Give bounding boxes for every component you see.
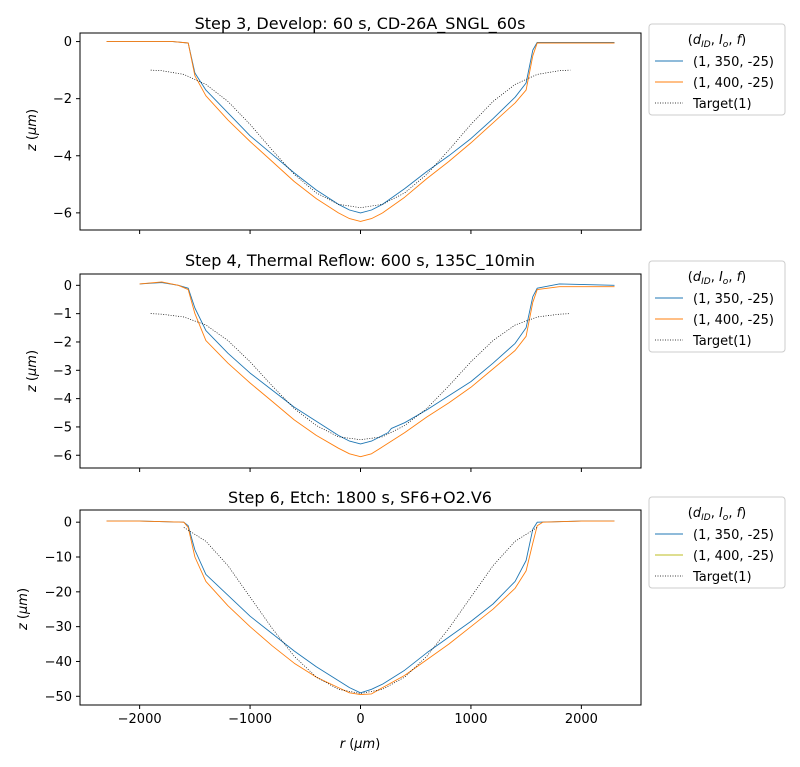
- panel-2-ytick-label: 0: [64, 279, 72, 294]
- panel-1-series: [106, 41, 615, 222]
- panel-2-ytick-label: −2: [53, 335, 72, 350]
- panel-3-xtick-label: 0: [356, 712, 364, 727]
- panel-3-ytick-label: −40: [45, 655, 72, 670]
- panel-3: Step 6, Etch: 1800 s, SF6+O2.V6 z (μm) −…: [16, 488, 786, 752]
- panel-2-ytick-label: −6: [53, 449, 72, 464]
- panel-2-ytick-label: −5: [53, 420, 72, 435]
- panel-2-legend-title: (dID, Io, f): [688, 270, 746, 287]
- panel-1-legend: (dID, Io, f) (1, 350, -25) (1, 400, -25)…: [648, 23, 786, 116]
- panel-3-ytick-label: −50: [45, 690, 72, 705]
- panel-3-legend: (dID, Io, f) (1, 350, -25) (1, 400, -25)…: [648, 496, 786, 589]
- panel-1-ylabel: z (μm): [25, 109, 40, 152]
- panel-3-ytick-label: −30: [45, 620, 72, 635]
- panel-1-ticks: 0 −2 −4 −6: [53, 35, 582, 234]
- panel-1-ytick-label: −6: [53, 206, 72, 221]
- panel-2-legend: (dID, Io, f) (1, 350, -25) (1, 400, -25)…: [648, 260, 786, 353]
- panel-3-title: Step 6, Etch: 1800 s, SF6+O2.V6: [228, 488, 492, 507]
- panel-2: Step 4, Thermal Reflow: 600 s, 135C_10mi…: [25, 251, 786, 472]
- panel-3-xlabel: r (μm): [340, 737, 381, 752]
- panel-1-legend-label-1: (1, 350, -25): [693, 55, 774, 70]
- panel-3-legend-label-3: Target(1): [692, 570, 752, 585]
- panel-3-ytick-label: 0: [64, 516, 72, 531]
- panel-2-legend-label-3: Target(1): [692, 334, 752, 349]
- panel-1-series-1: [106, 41, 615, 214]
- panel-2-legend-label-1: (1, 350, -25): [693, 292, 774, 307]
- panel-3-legend-frame: [648, 496, 786, 589]
- panel-3-xtick-label: −2000: [118, 712, 162, 727]
- panel-2-legend-frame: [648, 260, 786, 353]
- panel-3-xtick-label: −1000: [228, 712, 272, 727]
- panel-2-series-3: [150, 313, 571, 441]
- panel-1-series-2: [106, 41, 615, 222]
- panel-3-ytick-label: −10: [45, 551, 72, 566]
- panel-2-ytick-label: −3: [53, 364, 72, 379]
- panel-2-ytick-label: −4: [53, 392, 72, 407]
- panel-2-series-2: [139, 281, 615, 458]
- panel-2-ylabel: z (μm): [25, 350, 40, 393]
- panel-2-legend-label-2: (1, 400, -25): [693, 313, 774, 328]
- panel-2-series-1: [139, 282, 615, 445]
- panel-1-legend-frame: [648, 23, 786, 116]
- panel-3-ticks: −2000 −1000 0 1000 2000 0 −10 −20 −30 −40 −50: [45, 516, 598, 727]
- panel-1-series-3: [150, 69, 571, 209]
- panel-2-title: Step 4, Thermal Reflow: 600 s, 135C_10mi…: [185, 251, 535, 271]
- panel-3-legend-label-2: (1, 400, -25): [693, 549, 774, 564]
- panel-3-xtick-label: 1000: [454, 712, 487, 727]
- panel-3-xtick-label: 2000: [565, 712, 598, 727]
- panel-3-ytick-label: −20: [45, 585, 72, 600]
- panel-3-legend-title: (dID, Io, f): [688, 506, 746, 523]
- panel-1-ytick-label: −4: [53, 149, 72, 164]
- panel-3-series-2: [106, 520, 615, 696]
- panel-2-series: [139, 281, 615, 458]
- panel-3-legend-label-1: (1, 350, -25): [693, 528, 774, 543]
- panel-1-ytick-label: −2: [53, 92, 72, 107]
- panel-2-ytick-label: −1: [53, 307, 72, 322]
- panel-1-legend-title: (dID, Io, f): [688, 33, 746, 50]
- panel-1: Step 3, Develop: 60 s, CD-26A_SNGL_60s z…: [25, 14, 786, 234]
- panel-2-ticks: 0 −1 −2 −3 −4 −5 −6: [53, 279, 582, 472]
- panel-3-ylabel: z (μm): [16, 588, 31, 631]
- panel-2-axes-frame: [79, 273, 642, 469]
- panel-1-axes-frame: [79, 32, 642, 231]
- panel-3-series: [106, 520, 615, 696]
- panel-1-legend-label-2: (1, 400, -25): [693, 76, 774, 91]
- panel-3-axes-frame: [79, 509, 642, 706]
- panel-1-ytick-label: 0: [64, 35, 72, 50]
- panel-1-legend-label-3: Target(1): [692, 97, 752, 112]
- panel-1-title: Step 3, Develop: 60 s, CD-26A_SNGL_60s: [195, 14, 526, 34]
- panel-3-series-1: [106, 520, 615, 694]
